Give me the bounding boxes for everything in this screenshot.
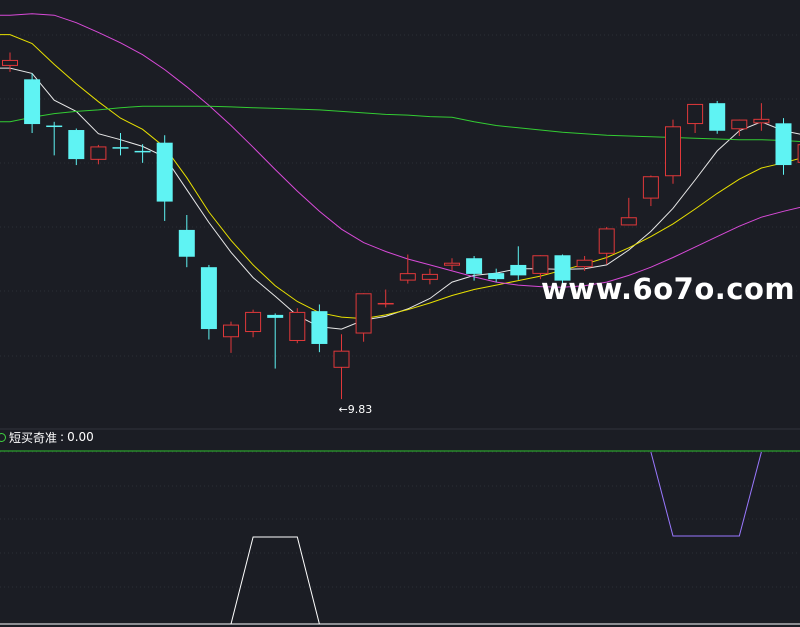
candle-body: [90, 146, 107, 160]
candle: [687, 103, 704, 133]
candle: [532, 255, 549, 280]
candle: [355, 293, 372, 342]
candle-body: [598, 228, 615, 254]
price-grid: [0, 34, 800, 588]
moving-average-line: [0, 105, 800, 143]
buy-signal-line: [230, 536, 320, 625]
candle-body: [642, 176, 659, 199]
candle: [311, 304, 328, 353]
candle-body: [134, 150, 151, 153]
candle: [200, 264, 217, 340]
candle: [620, 197, 637, 226]
candle-body: [731, 119, 748, 130]
candle: [289, 308, 306, 344]
candle: [731, 119, 748, 136]
candle: [178, 215, 195, 268]
candle-body: [46, 125, 63, 128]
candle: [333, 334, 350, 400]
candle-body: [576, 259, 593, 268]
candle-body: [355, 293, 372, 334]
candle-body: [775, 123, 792, 166]
moving-average-line: [0, 34, 800, 320]
candle-body: [399, 273, 416, 281]
candle-body: [665, 126, 681, 177]
indicator-value: 0.00: [67, 430, 94, 444]
candle-body: [68, 130, 85, 160]
candle-body: [421, 273, 438, 280]
candle: [46, 121, 63, 156]
candle-body: [797, 144, 800, 163]
candle-body: [112, 147, 129, 149]
candle-body: [311, 311, 328, 344]
candle: [775, 118, 792, 175]
candle-body: [245, 311, 262, 333]
candle: [466, 256, 483, 281]
candle: [510, 246, 527, 280]
candle: [642, 175, 659, 207]
candle-body: [687, 103, 704, 125]
candle-body: [223, 324, 239, 338]
candle: [156, 135, 173, 221]
candle-body: [156, 142, 173, 202]
candle-body: [532, 255, 549, 274]
candle-body: [488, 273, 505, 280]
candle: [68, 128, 85, 166]
candle-body: [377, 302, 394, 305]
candle-body: [466, 258, 483, 274]
candle: [245, 309, 262, 338]
indicator-panel: [0, 450, 800, 625]
candle-body: [24, 79, 41, 125]
indicator-dot-icon[interactable]: [0, 432, 6, 442]
candle-body: [289, 311, 306, 341]
candle-body: [333, 350, 350, 368]
candle: [112, 133, 129, 156]
candle: [267, 313, 284, 369]
candle: [753, 103, 770, 131]
candle-body: [178, 229, 195, 257]
candle: [399, 254, 416, 284]
candle: [24, 73, 41, 133]
low-price-label: ←9.83: [339, 403, 373, 416]
candlesticks: ←9.83: [2, 52, 800, 416]
candle-body: [2, 59, 18, 66]
candle-body: [620, 217, 637, 226]
candle: [598, 226, 615, 265]
indicator-header: 短买奇准: 0.00: [0, 429, 94, 445]
candle: [444, 258, 460, 271]
candle-body: [200, 267, 217, 330]
candle-body: [267, 314, 284, 318]
candle: [421, 268, 438, 285]
moving-average-line: [0, 67, 800, 330]
candle-body: [753, 118, 770, 124]
candle-body: [444, 262, 460, 266]
candle-body: [554, 255, 571, 281]
indicator-separator: :: [60, 430, 65, 444]
candle: [488, 268, 505, 283]
candle: [223, 321, 239, 353]
moving-averages: [0, 13, 800, 330]
candle: [665, 119, 681, 184]
candle: [377, 289, 394, 308]
candle: [2, 52, 18, 72]
candle-body: [510, 264, 527, 276]
candle-body: [709, 103, 726, 131]
candle: [554, 254, 571, 286]
watermark-text: www.6o7o.com: [541, 272, 796, 306]
candle: [90, 144, 107, 165]
sell-signal-line: [650, 451, 762, 537]
candle: [797, 144, 800, 163]
candle: [134, 144, 151, 163]
indicator-name: 短买奇准: [9, 430, 58, 445]
candle: [709, 100, 726, 134]
candle: [576, 256, 593, 271]
